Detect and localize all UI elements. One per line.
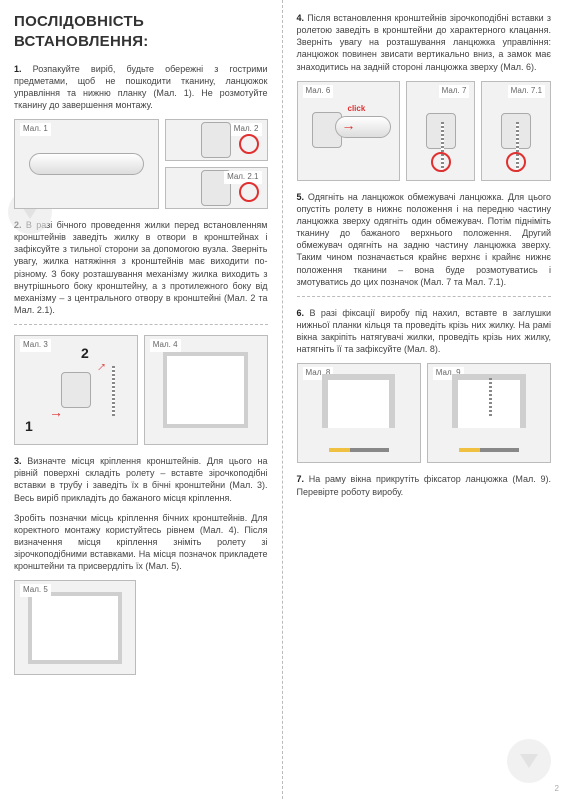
- chain-icon: [489, 378, 492, 418]
- fig-row-2: Мал. 3 1 2 → → Мал. 4: [14, 335, 268, 445]
- step-2-text: 2. В разі бічного проведення жилки перед…: [14, 219, 268, 316]
- step-5-text: 5. Одягніть на ланцюжок обмежувачі ланцю…: [297, 191, 552, 288]
- highlight-ring-icon: [239, 134, 259, 154]
- figure-2: Мал. 2: [165, 119, 267, 161]
- divider: [14, 324, 268, 325]
- figure-7-label: Мал. 7: [439, 85, 470, 98]
- figure-3: Мал. 3 1 2 → →: [14, 335, 138, 445]
- frame-icon: [163, 352, 248, 428]
- highlight-ring-icon: [239, 182, 259, 202]
- right-column: 4. Після встановлення кронштейнів зірочк…: [283, 0, 565, 799]
- figure-6: Мал. 6 → click: [297, 81, 400, 181]
- step-6-num: 6.: [297, 308, 305, 318]
- chain-icon: [112, 366, 115, 416]
- figure-5-label: Мал. 5: [20, 584, 51, 597]
- step-4-body: Після встановлення кронштейнів зірочкопо…: [297, 13, 552, 72]
- step-7-text: 7. На раму вікна прикрутіть фіксатор лан…: [297, 473, 552, 497]
- step-3a-body: Визначте місця кріплення кронштейнів. Дл…: [14, 456, 268, 502]
- frame-icon: [322, 374, 395, 428]
- bracket-icon: [201, 122, 231, 158]
- red-arrow-icon: →: [49, 403, 63, 422]
- figure-4: Мал. 4: [144, 335, 268, 445]
- figure-8: Мал. 8: [297, 363, 421, 463]
- step-1-text: 1. Розпакуйте виріб, будьте обережні з г…: [14, 63, 268, 112]
- step-1-num: 1.: [14, 64, 22, 74]
- step-2-body: В разі бічного проведення жилки перед вс…: [14, 220, 268, 315]
- step-5-num: 5.: [297, 192, 305, 202]
- highlight-ring-icon: [506, 152, 526, 172]
- fig-row-5: Мал. 8 Мал. 9: [297, 363, 552, 463]
- step-1-body: Розпакуйте виріб, будьте обережні з гост…: [14, 64, 268, 110]
- figure-6-label: Мал. 6: [303, 85, 334, 98]
- step-3b-text: Зробіть позначки місць кріплення бічних …: [14, 512, 268, 573]
- divider: [297, 296, 552, 297]
- frame-icon: [28, 592, 121, 665]
- watermark-icon: [507, 739, 551, 783]
- step-6-text: 6. В разі фіксації виробу під нахил, вст…: [297, 307, 552, 356]
- page-number: 2: [555, 784, 559, 795]
- step-7-num: 7.: [297, 474, 305, 484]
- fig-row-3: Мал. 5: [14, 580, 268, 675]
- fig-row-1: Мал. 1 Мал. 2 Мал. 2.1: [14, 119, 268, 209]
- red-arrow-icon: →: [342, 116, 356, 135]
- page-title: ПОСЛІДОВНІСТЬ ВСТАНОВЛЕННЯ:: [14, 12, 268, 53]
- badge-1: 1: [25, 417, 33, 436]
- step-6-body: В разі фіксації виробу під нахил, вставт…: [297, 308, 552, 354]
- step-3a-text: 3. Визначте місця кріплення кронштейнів.…: [14, 455, 268, 504]
- step-7-body: На раму вікна прикрутіть фіксатор ланцюж…: [297, 474, 552, 496]
- screwdriver-icon: [459, 448, 519, 452]
- step-4-num: 4.: [297, 13, 305, 23]
- fig-row-4: Мал. 6 → click Мал. 7 Мал. 7.1: [297, 81, 552, 181]
- step-5-body: Одягніть на ланцюжок обмежувачі ланцюжка…: [297, 192, 552, 287]
- highlight-ring-icon: [431, 152, 451, 172]
- badge-2: 2: [81, 344, 89, 363]
- figure-9: Мал. 9: [427, 363, 551, 463]
- bracket-icon: [61, 372, 91, 408]
- figure-7: Мал. 7: [406, 81, 476, 181]
- figure-5: Мал. 5: [14, 580, 136, 675]
- figure-7-1: Мал. 7.1: [481, 81, 551, 181]
- figure-4-label: Мал. 4: [150, 339, 181, 352]
- fig-stack-2: Мал. 2 Мал. 2.1: [165, 119, 267, 209]
- figure-3-label: Мал. 3: [20, 339, 51, 352]
- step-3-num: 3.: [14, 456, 22, 466]
- step-4-text: 4. Після встановлення кронштейнів зірочк…: [297, 12, 552, 73]
- figure-1: Мал. 1: [14, 119, 159, 209]
- left-column: ПОСЛІДОВНІСТЬ ВСТАНОВЛЕННЯ: 1. Розпакуйт…: [0, 0, 283, 799]
- roller-icon: [29, 153, 144, 175]
- figure-2-1-label: Мал. 2.1: [224, 171, 261, 184]
- figure-7-1-label: Мал. 7.1: [508, 85, 545, 98]
- figure-2-1: Мал. 2.1: [165, 167, 267, 209]
- red-arrow-icon: →: [88, 354, 111, 377]
- click-label: click: [348, 104, 366, 115]
- screwdriver-icon: [329, 448, 389, 452]
- figure-1-label: Мал. 1: [20, 123, 51, 136]
